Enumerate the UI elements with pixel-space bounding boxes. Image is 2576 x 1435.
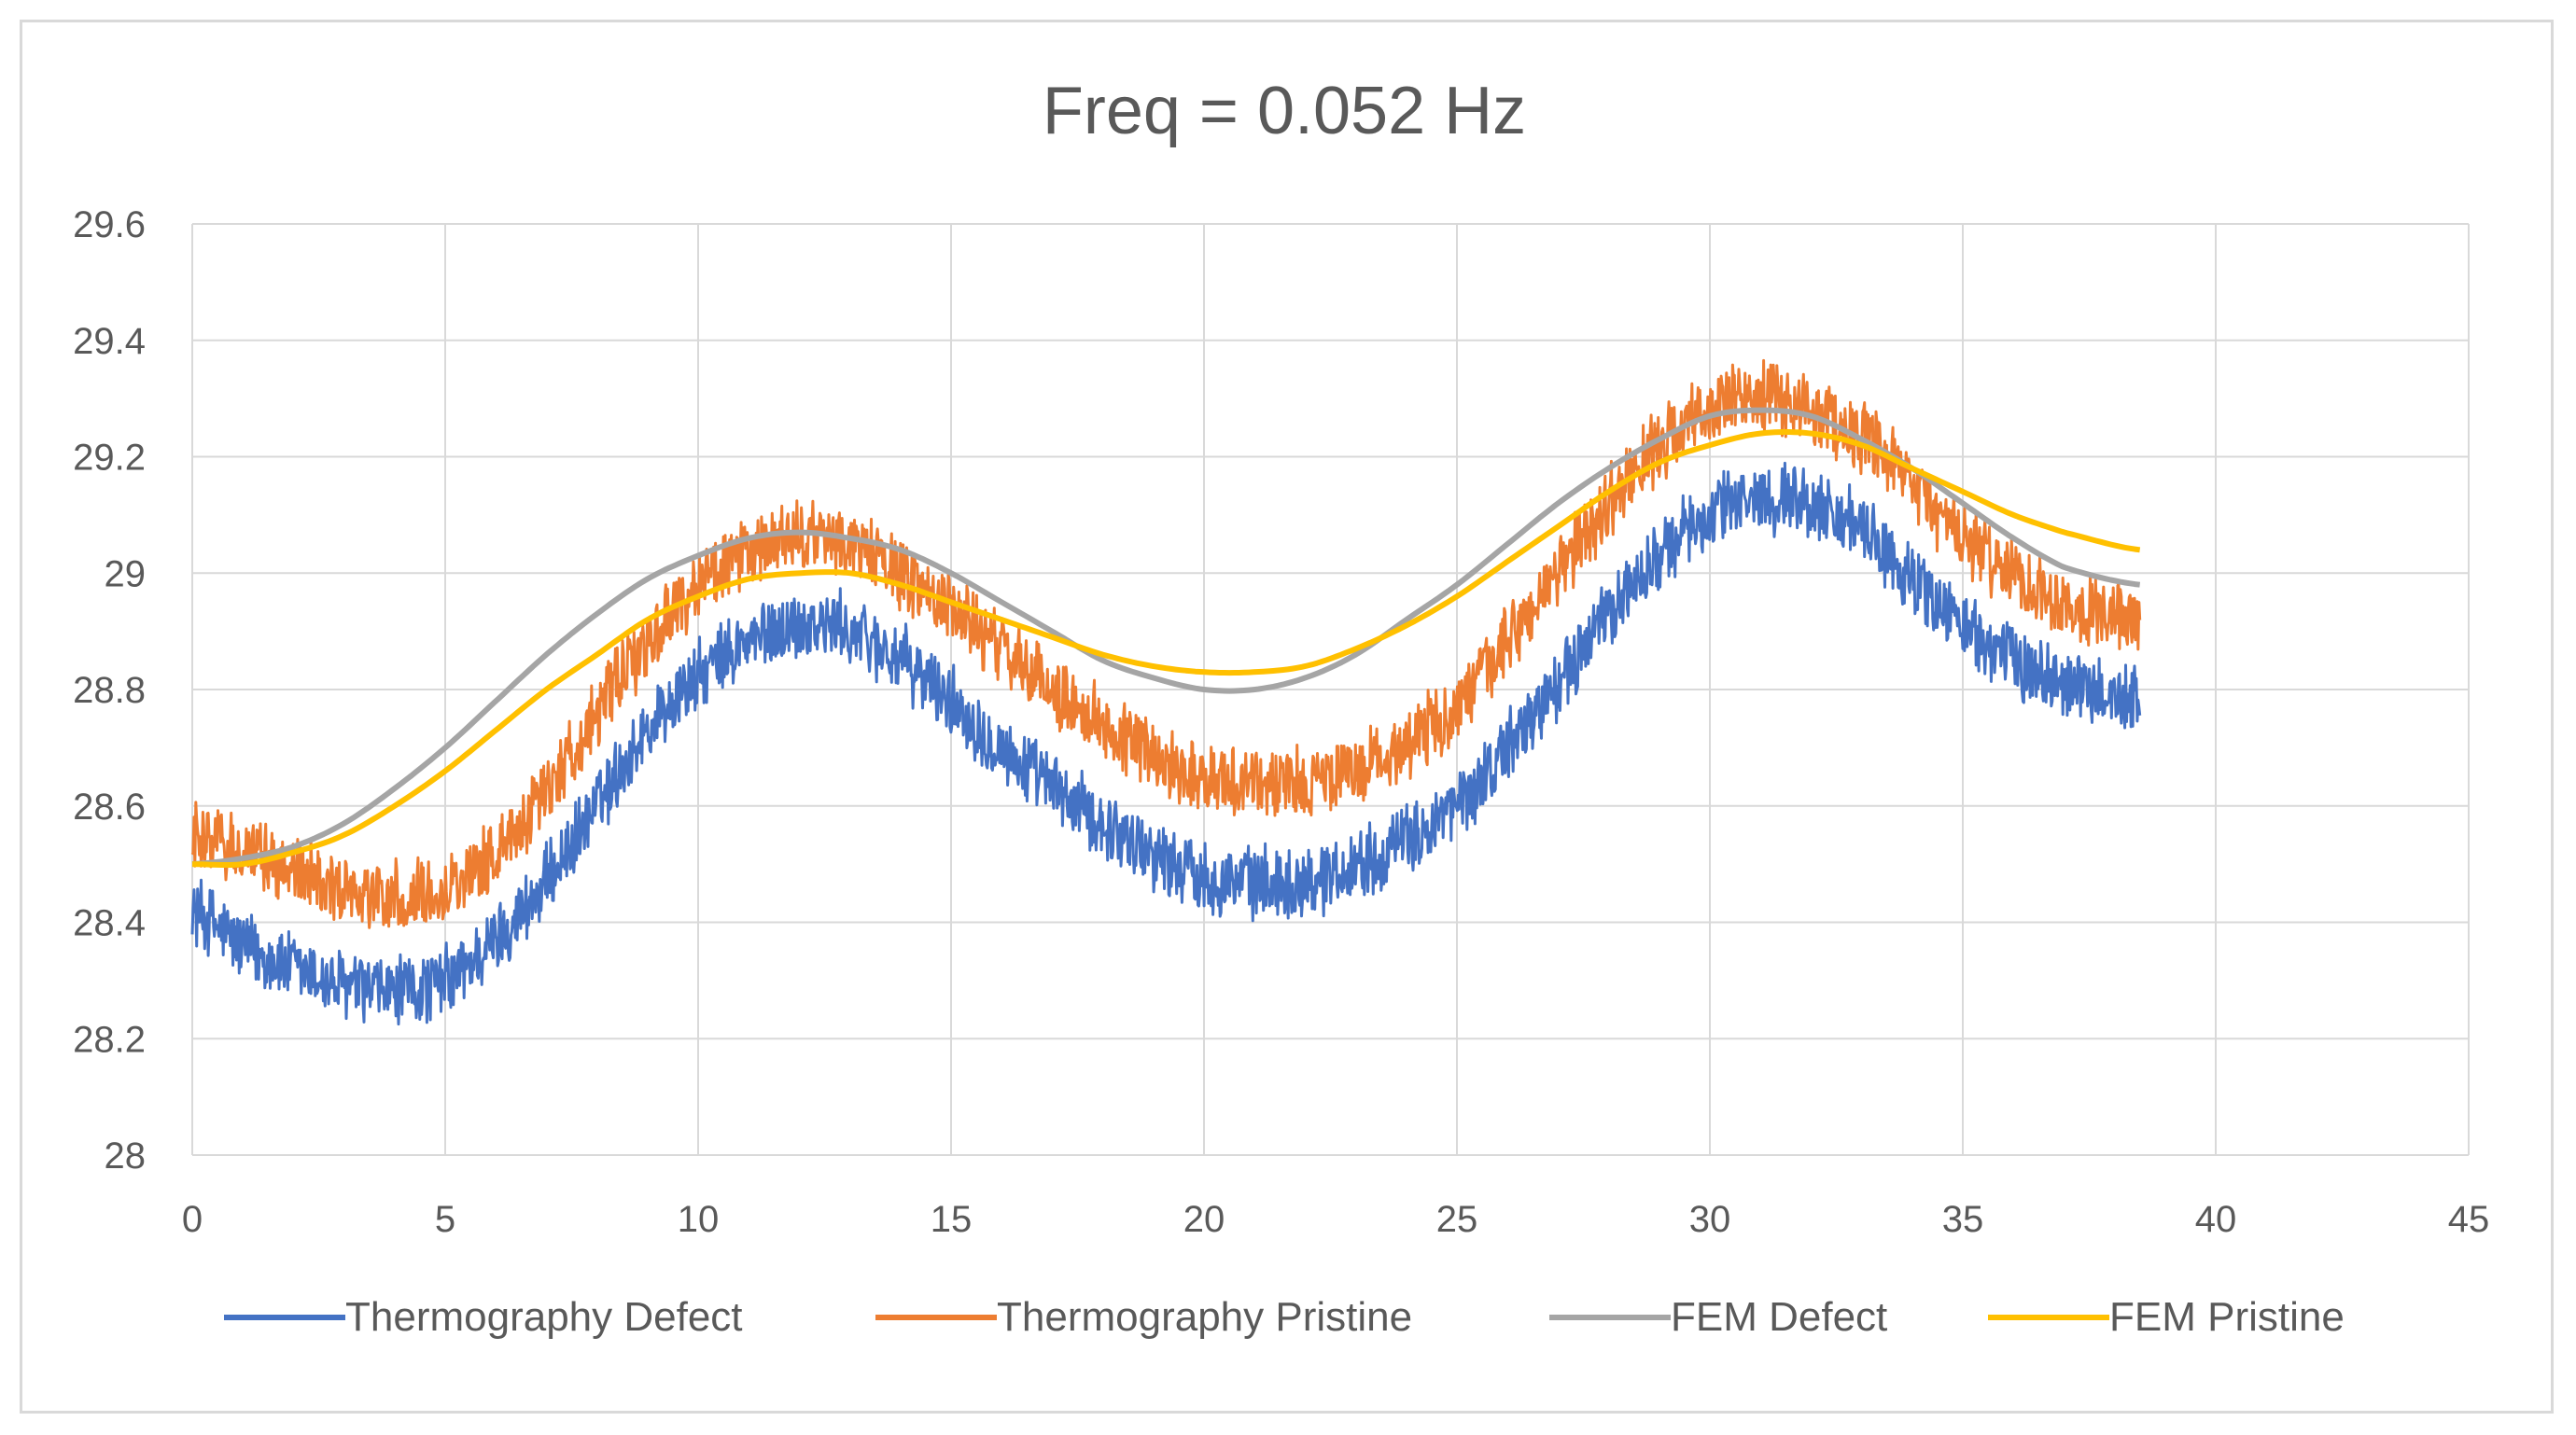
x-tick-label: 15 [931,1199,973,1240]
y-tick-label: 28 [105,1135,147,1177]
legend-label-fem-defect: FEM Defect [1671,1294,1887,1340]
chart-title: Freq = 0.052 Hz [1043,74,1526,148]
x-tick-label: 20 [1183,1199,1225,1240]
x-tick-label: 35 [1942,1199,1984,1240]
x-tick-label: 45 [2448,1199,2490,1240]
series-line-thermography-defect [190,461,2142,1026]
x-tick-label: 25 [1436,1199,1478,1240]
legend-label-thermography-defect: Thermography Defect [345,1294,743,1340]
legend-label-thermography-pristine: Thermography Pristine [997,1294,1412,1340]
legend-label-fem-pristine: FEM Pristine [2109,1294,2345,1340]
y-tick-label: 29.4 [73,321,146,362]
legend: Thermography Defect Thermography Pristine… [224,1294,2345,1340]
x-tick-label: 30 [1689,1199,1731,1240]
x-tick-label: 40 [2195,1199,2237,1240]
y-tick-label: 28.8 [73,670,146,711]
y-tick-label: 29.6 [73,204,146,245]
y-tick-label: 29 [105,553,147,594]
y-tick-label: 28.2 [73,1019,146,1060]
x-tick-label: 0 [182,1199,203,1240]
y-tick-label: 28.6 [73,787,146,828]
y-axis-tick-labels: 28 28.2 28.4 28.6 28.8 29 29.2 29.4 29.6 [73,204,146,1177]
y-tick-label: 28.4 [73,903,146,944]
y-tick-label: 29.2 [73,438,146,479]
x-tick-label: 5 [435,1199,455,1240]
x-axis-tick-labels: 0 5 10 15 20 25 30 35 40 45 [182,1199,2489,1240]
x-tick-label: 10 [678,1199,720,1240]
series-line-thermography-pristine [190,358,2142,929]
series-layer [190,358,2142,1026]
series-line-fem-defect [191,407,2141,868]
series-line-fem-pristine [191,429,2141,868]
